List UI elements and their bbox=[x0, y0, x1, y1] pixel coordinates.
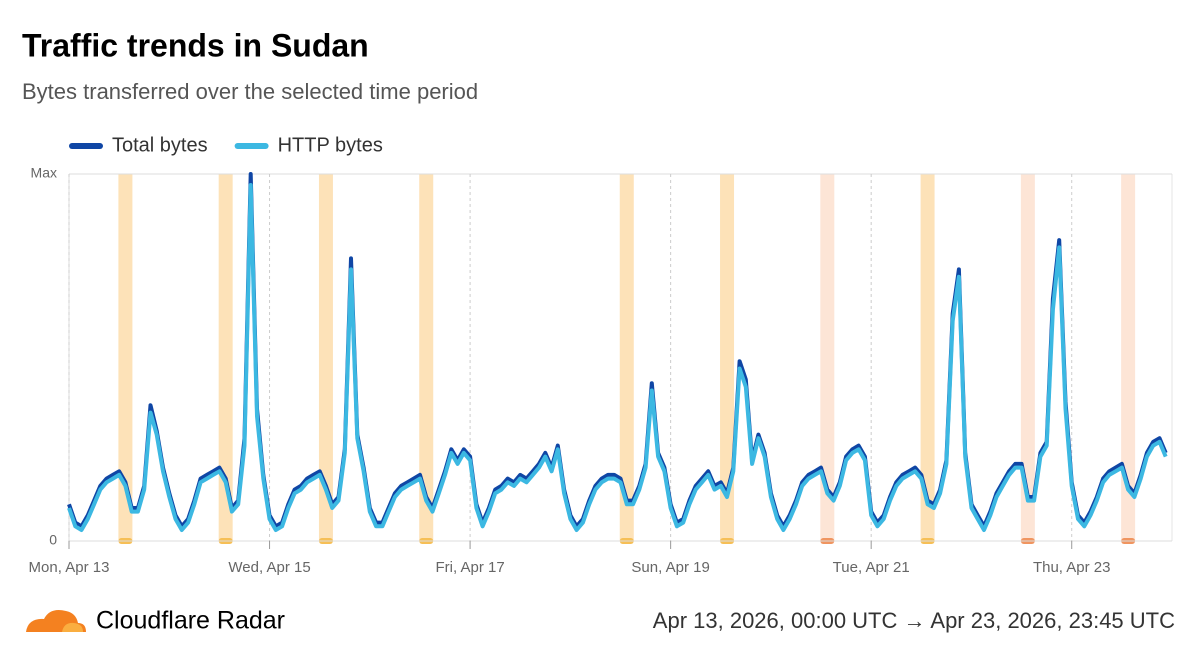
event-band bbox=[218, 174, 233, 541]
event-band bbox=[1020, 174, 1035, 541]
event-band bbox=[318, 174, 333, 541]
chart-subtitle: Bytes transferred over the selected time… bbox=[22, 79, 478, 104]
event-band bbox=[720, 174, 735, 541]
y-tick-label: 0 bbox=[49, 532, 57, 548]
event-band bbox=[920, 174, 935, 541]
legend-label: Total bytes bbox=[112, 134, 208, 156]
legend-label: HTTP bytes bbox=[278, 134, 383, 156]
event-band bbox=[419, 174, 434, 541]
x-tick-label: Mon, Apr 13 bbox=[29, 559, 110, 576]
event-band bbox=[820, 174, 835, 541]
x-tick-label: Thu, Apr 23 bbox=[1033, 559, 1111, 576]
x-tick-label: Wed, Apr 15 bbox=[228, 559, 310, 576]
time-period: Apr 13, 2026, 00:00 UTC → Apr 23, 2026, … bbox=[653, 608, 1175, 633]
x-tick-label: Fri, Apr 17 bbox=[435, 559, 504, 576]
event-band bbox=[118, 174, 133, 541]
y-tick-label: Max bbox=[31, 165, 57, 181]
series-line bbox=[67, 172, 1168, 529]
x-tick-label: Tue, Apr 21 bbox=[833, 559, 910, 576]
chart-title: Traffic trends in Sudan bbox=[22, 27, 369, 63]
x-tick-label: Sun, Apr 19 bbox=[631, 559, 709, 576]
brand-logo bbox=[26, 610, 86, 632]
event-band bbox=[619, 174, 634, 541]
event-band bbox=[1121, 174, 1136, 541]
brand-name: Cloudflare Radar bbox=[96, 607, 285, 635]
series-line bbox=[67, 183, 1168, 532]
